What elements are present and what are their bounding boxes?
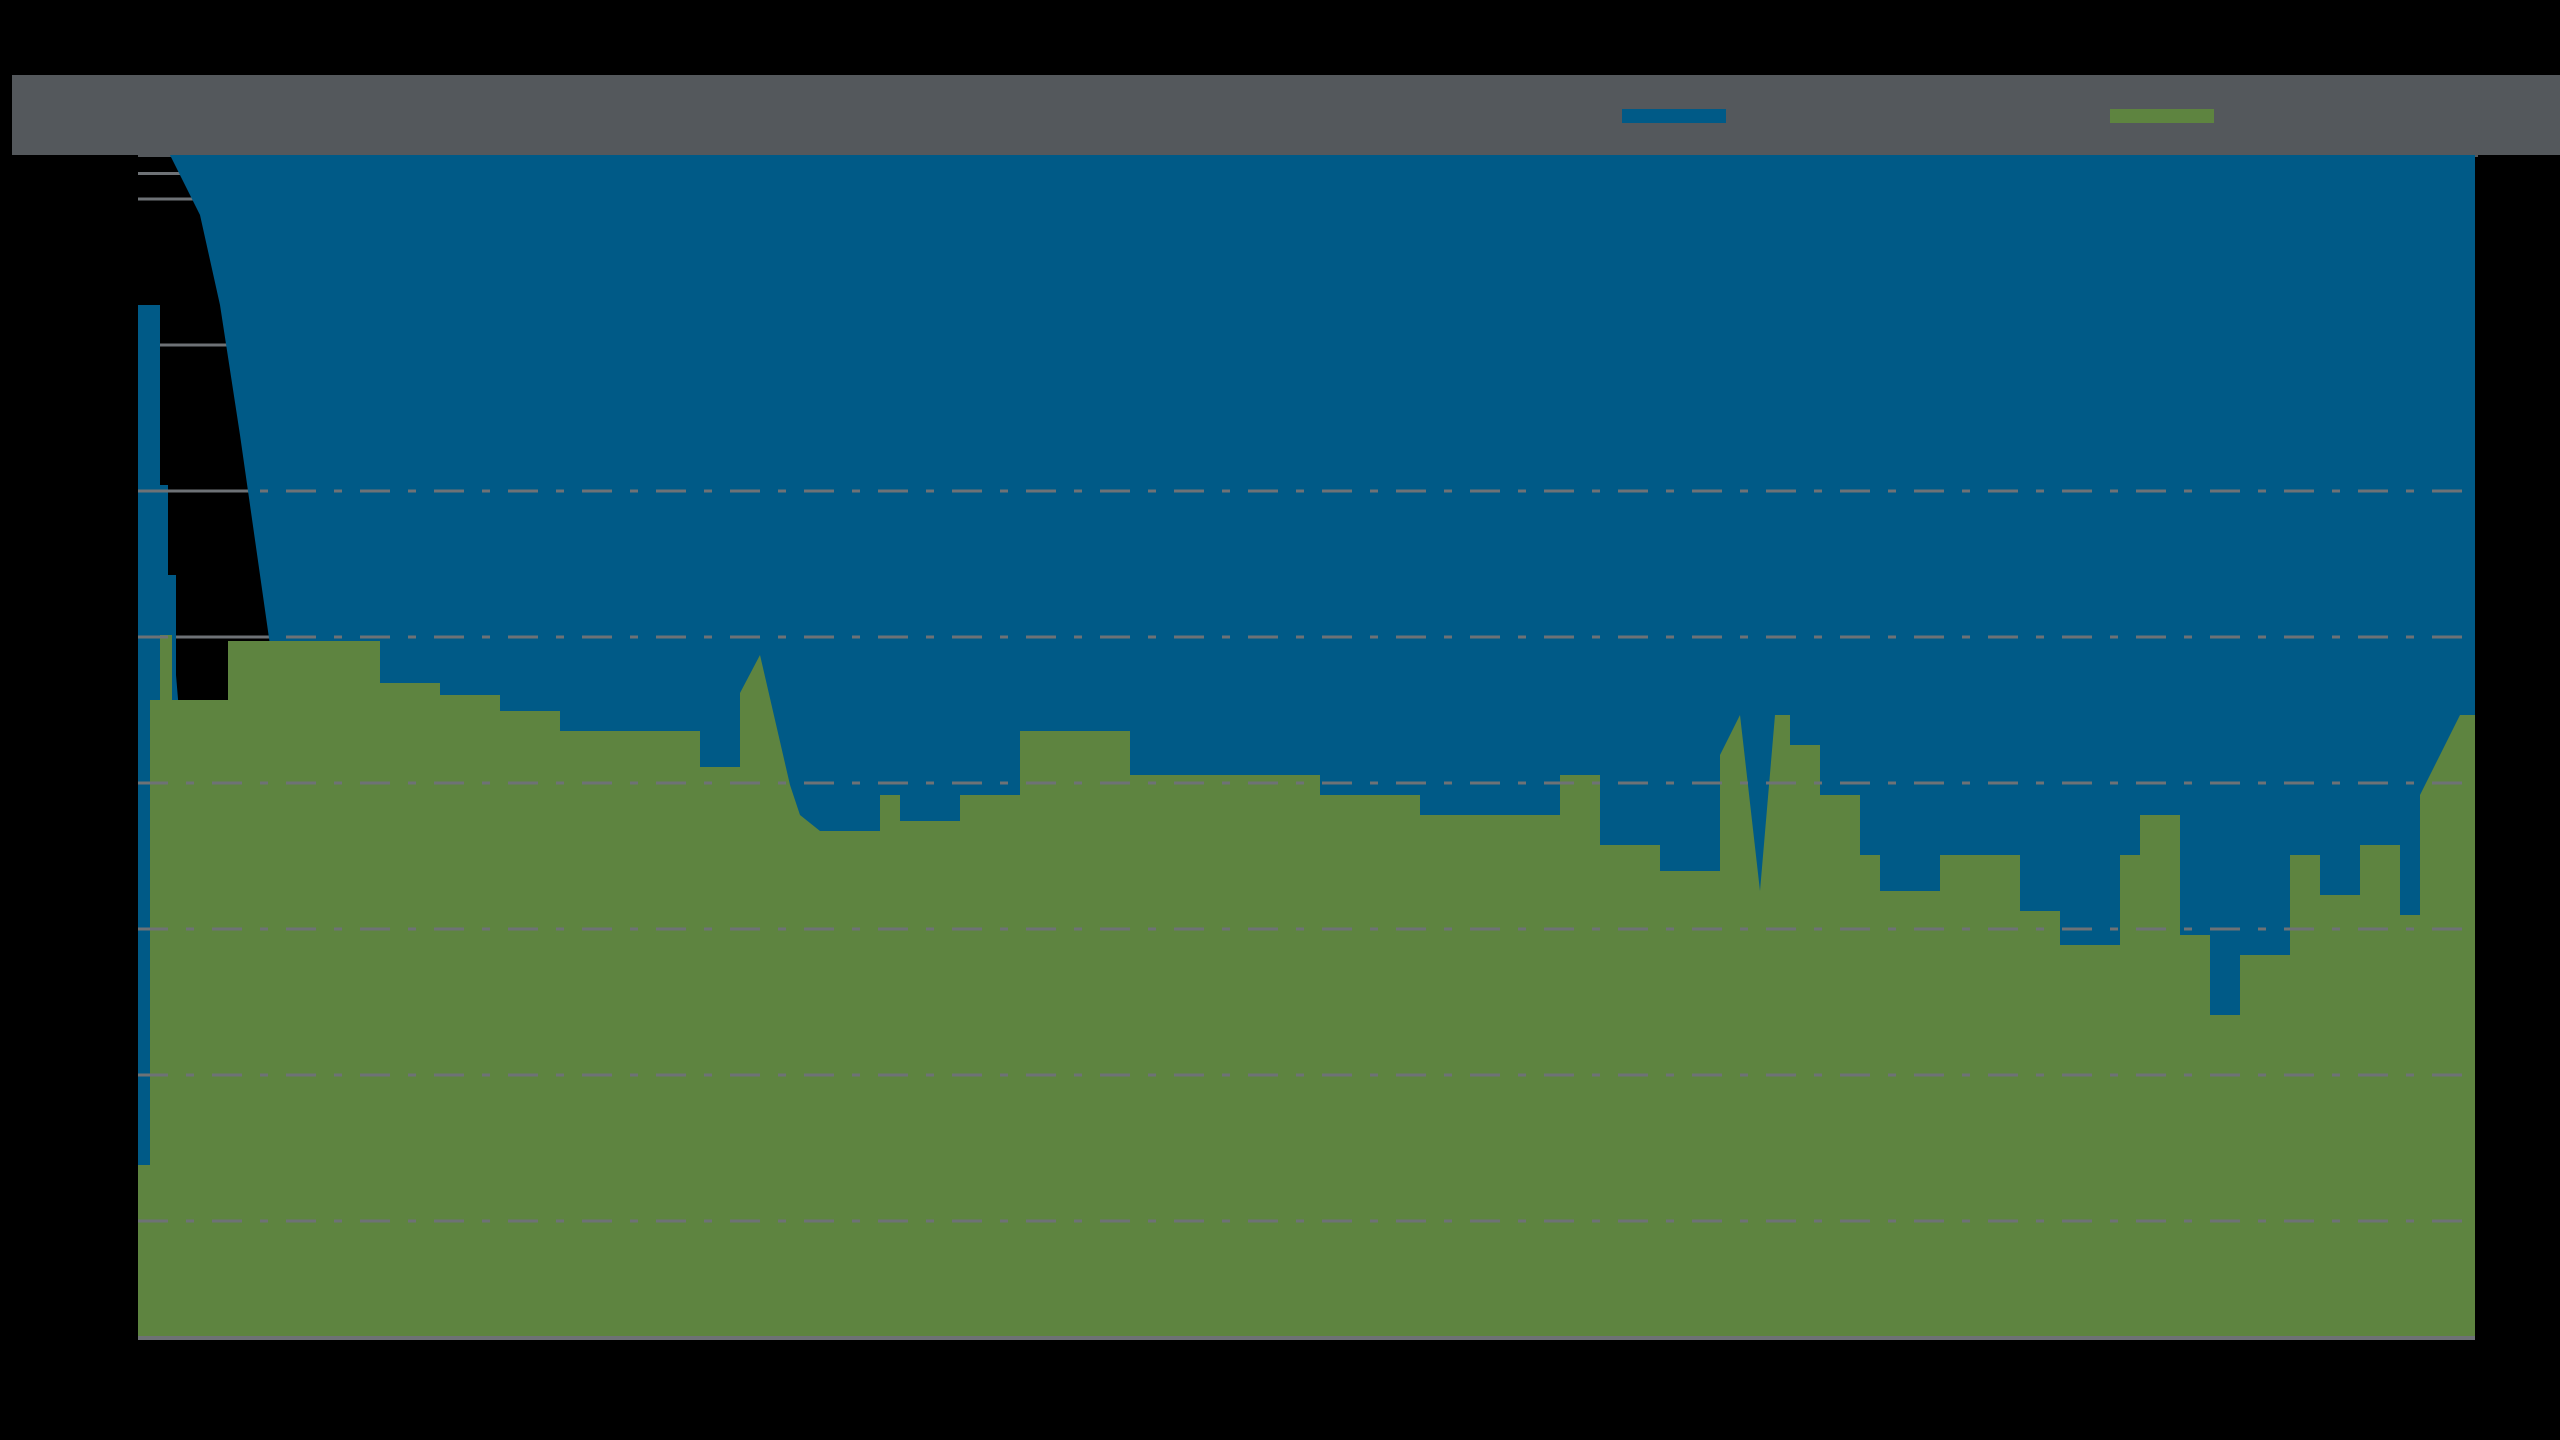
legend-entry-series-2[interactable]	[2110, 75, 2228, 157]
y-axis-label-redaction-2	[60, 185, 138, 207]
y-axis-label-redaction-3	[56, 275, 138, 297]
y-axis-label-redaction-1	[0, 155, 138, 1340]
y2-axis-label-redaction	[2478, 155, 2560, 1340]
x-axis-labels	[0, 1340, 2560, 1440]
chart-svg	[138, 155, 2475, 1340]
dashed-gridlines	[138, 489, 2475, 1223]
chart-legend	[0, 75, 2560, 157]
legend-entry-series-1[interactable]	[1622, 75, 1740, 157]
legend-band-left-cap	[0, 75, 12, 157]
series-area-green-body	[138, 641, 2475, 1338]
legend-swatch-series-2	[2110, 109, 2214, 123]
legend-swatch-series-1	[1622, 109, 1726, 123]
chart-title-band	[0, 0, 2560, 75]
plot-area	[0, 155, 2560, 1340]
